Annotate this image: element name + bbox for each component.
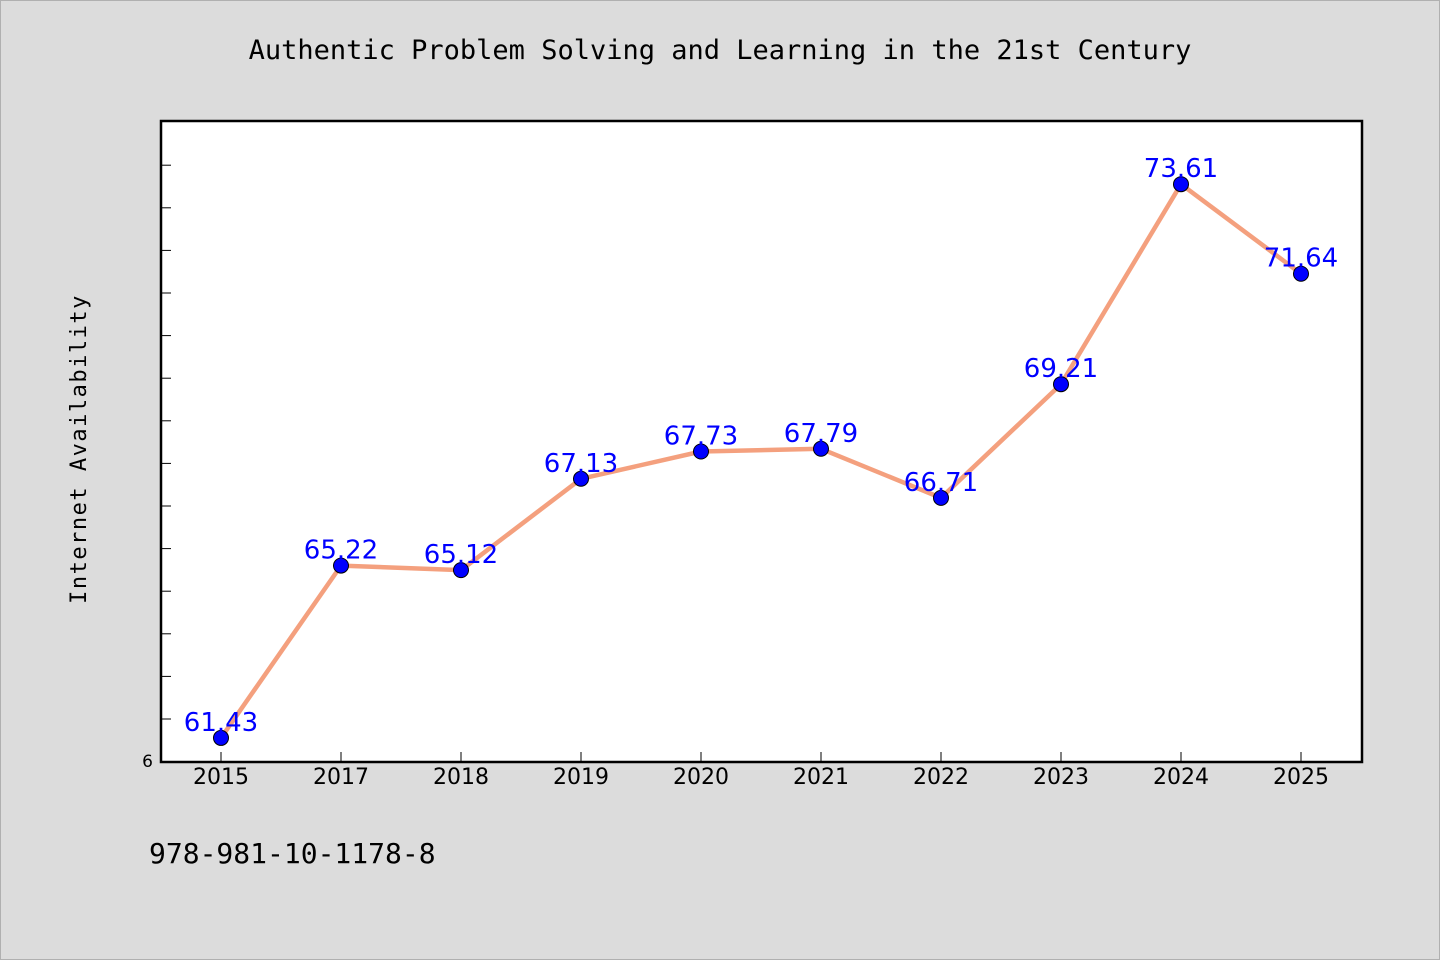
series-line [218,181,1304,741]
x-ticks: 2015 2017 2018 2019 2020 2021 2022 2023 2024 2025 [193,752,1329,790]
data-point [213,729,229,746]
x-tick-label: 2021 [793,765,849,790]
data-point [1053,376,1069,393]
data-label: 67.79 [784,419,858,449]
x-tick-label: 2023 [1033,765,1089,790]
x-tick-label: 2022 [913,765,969,790]
data-label: 69.21 [1024,354,1098,384]
x-tick-label: 2020 [673,765,729,790]
x-tick-label: 2019 [553,765,609,790]
chart-title: Authentic Problem Solving and Learning i… [248,35,1192,66]
data-label: 67.73 [664,422,738,452]
data-point [1293,265,1309,282]
data-point [693,443,709,460]
x-tick-label: 2015 [193,765,249,790]
data-point [453,562,469,579]
x-tick-label: 2025 [1273,765,1329,790]
data-point [573,470,589,487]
data-label: 65.22 [304,536,378,566]
x-tick-label: 2024 [1153,765,1209,790]
data-label: 67.13 [544,449,618,479]
x-tick-label: 2018 [433,765,489,790]
data-label: 73.61 [1144,154,1218,184]
data-label: 65.12 [424,540,498,570]
data-label: 61.43 [184,708,258,738]
data-labels: 61.43 65.22 65.12 67.13 67.73 67.79 66.71 69.21… [184,154,1338,738]
y-tick-label: 6 [142,752,153,772]
data-point [333,557,349,574]
data-point [933,489,949,506]
y-axis-label: Internet Availability [67,294,92,604]
data-label: 71.64 [1264,244,1338,274]
data-point [813,440,829,457]
series [218,181,1304,741]
data-label: 66.71 [904,468,978,498]
y-ticks [161,164,171,720]
x-tick-label: 2017 [313,765,369,790]
isbn-text: 978-981-10-1178-8 [149,837,436,870]
plot-area [159,119,1364,764]
markers [213,176,1309,746]
data-point [1173,176,1189,193]
